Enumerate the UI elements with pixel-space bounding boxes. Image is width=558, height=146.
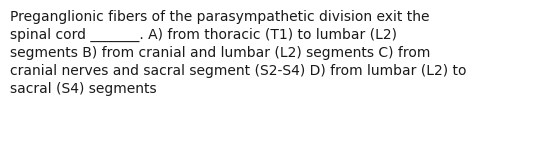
Text: Preganglionic fibers of the parasympathetic division exit the
spinal cord ______: Preganglionic fibers of the parasympathe… (10, 10, 466, 95)
